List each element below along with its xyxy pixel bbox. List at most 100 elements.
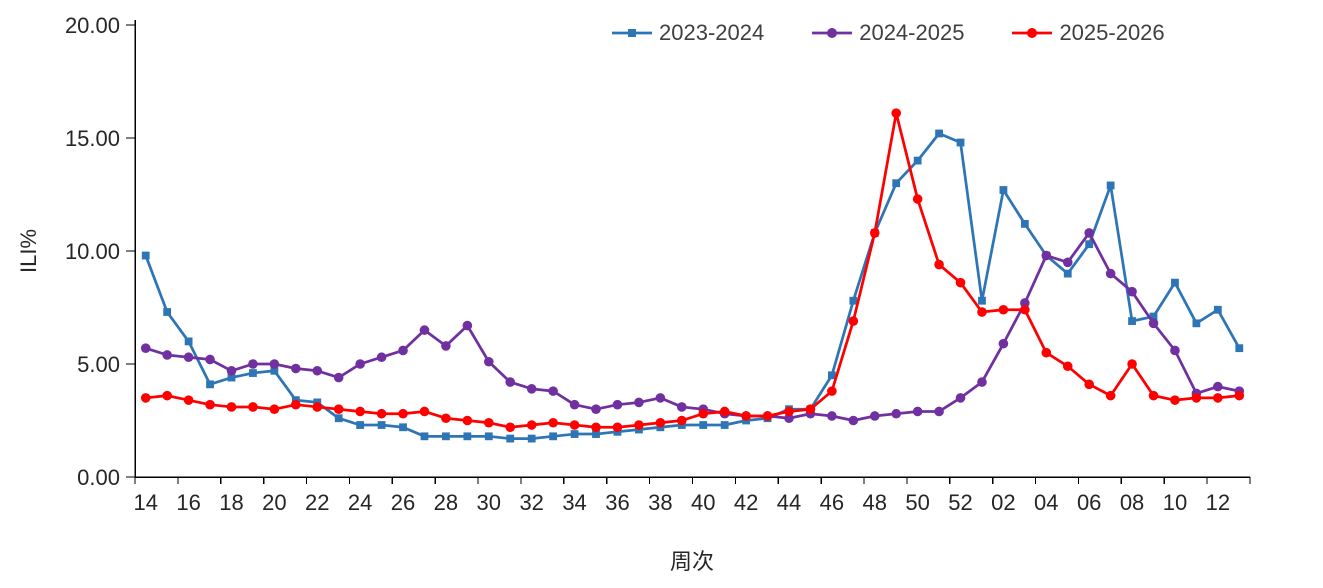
data-point-marker bbox=[248, 402, 258, 412]
legend-item-2024-2025: 2024-2025 bbox=[812, 20, 964, 46]
y-tick-label: 20.00 bbox=[65, 13, 120, 38]
data-point-marker bbox=[784, 413, 794, 424]
data-point-marker bbox=[720, 421, 729, 429]
data-point-marker bbox=[1062, 361, 1073, 372]
data-point-marker bbox=[141, 251, 150, 260]
data-point-marker bbox=[462, 320, 473, 331]
data-point-marker bbox=[1085, 240, 1094, 249]
x-tick-label: 38 bbox=[648, 490, 672, 515]
data-point-marker bbox=[419, 406, 430, 417]
x-tick-label: 50 bbox=[905, 490, 929, 515]
x-tick-label: 30 bbox=[477, 490, 501, 515]
data-point-marker bbox=[1170, 395, 1180, 405]
data-point-marker bbox=[912, 194, 923, 204]
data-point-marker bbox=[805, 404, 816, 415]
data-point-marker bbox=[1105, 268, 1116, 279]
x-tick-label: 42 bbox=[734, 490, 758, 515]
x-tick-label: 24 bbox=[348, 490, 372, 515]
data-point-marker bbox=[569, 399, 580, 410]
data-point-marker bbox=[291, 399, 301, 410]
data-point-marker bbox=[1148, 390, 1159, 401]
data-point-marker bbox=[184, 337, 193, 346]
data-point-marker bbox=[570, 430, 579, 438]
y-tick-label: 0.00 bbox=[77, 465, 120, 490]
data-point-marker bbox=[827, 371, 836, 380]
data-point-marker bbox=[226, 402, 237, 412]
data-point-marker bbox=[934, 406, 944, 417]
x-tick-label: 12 bbox=[1206, 490, 1230, 515]
data-point-marker bbox=[913, 156, 922, 165]
data-point-marker bbox=[483, 417, 494, 428]
data-point-marker bbox=[548, 417, 558, 428]
data-point-marker bbox=[419, 325, 430, 335]
data-point-marker bbox=[183, 352, 194, 363]
data-point-marker bbox=[549, 432, 558, 441]
data-point-marker bbox=[227, 373, 236, 382]
x-tick-label: 02 bbox=[991, 490, 1015, 515]
data-point-marker bbox=[376, 352, 387, 363]
data-point-marker bbox=[527, 434, 536, 443]
x-tick-label: 46 bbox=[820, 490, 844, 515]
data-point-marker bbox=[741, 411, 751, 421]
data-point-marker bbox=[676, 415, 687, 426]
data-point-marker bbox=[333, 404, 344, 415]
x-tick-label: 22 bbox=[305, 490, 329, 515]
x-tick-label: 14 bbox=[133, 490, 157, 515]
data-point-marker bbox=[140, 343, 151, 353]
data-point-marker bbox=[977, 377, 987, 387]
data-point-marker bbox=[1235, 344, 1244, 353]
x-axis-title: 周次 bbox=[669, 549, 714, 574]
data-point-marker bbox=[334, 414, 343, 423]
data-point-marker bbox=[270, 366, 279, 375]
data-point-marker bbox=[355, 406, 365, 417]
legend-label: 2025-2026 bbox=[1059, 20, 1165, 45]
data-point-marker bbox=[762, 411, 773, 421]
data-point-marker bbox=[827, 411, 837, 421]
data-point-marker bbox=[333, 372, 344, 383]
data-point-marker bbox=[249, 369, 257, 377]
data-point-marker bbox=[441, 413, 451, 424]
data-point-marker bbox=[441, 341, 451, 351]
legend-square-marker-icon bbox=[612, 29, 652, 37]
data-point-marker bbox=[935, 129, 943, 138]
data-point-marker bbox=[291, 363, 301, 374]
x-tick-label: 08 bbox=[1120, 490, 1144, 515]
data-point-marker bbox=[398, 345, 408, 356]
data-point-marker bbox=[1148, 318, 1159, 329]
x-tick-label: 06 bbox=[1077, 490, 1101, 515]
data-point-marker bbox=[1170, 345, 1180, 356]
y-tick-label: 15.00 bbox=[65, 126, 120, 151]
legend-item-2025-2026: 2025-2026 bbox=[1012, 20, 1165, 46]
data-point-marker bbox=[1063, 269, 1072, 278]
y-tick-label: 10.00 bbox=[65, 239, 120, 264]
data-point-marker bbox=[978, 296, 986, 305]
y-axis-title: ILI% bbox=[16, 228, 41, 274]
data-point-marker bbox=[869, 411, 880, 421]
data-point-marker bbox=[676, 402, 687, 412]
data-point-marker bbox=[655, 393, 666, 403]
data-point-marker bbox=[206, 380, 214, 389]
data-point-marker bbox=[462, 415, 473, 426]
data-point-marker bbox=[505, 377, 516, 387]
x-tick-label: 10 bbox=[1163, 490, 1187, 515]
data-point-marker bbox=[442, 432, 450, 441]
x-tick-label: 04 bbox=[1034, 490, 1058, 515]
data-point-marker bbox=[569, 420, 580, 430]
y-tick-label: 5.00 bbox=[77, 352, 120, 377]
data-point-marker bbox=[205, 399, 215, 410]
data-point-marker bbox=[140, 393, 151, 403]
data-point-marker bbox=[1105, 390, 1116, 401]
data-point-marker bbox=[912, 406, 923, 417]
data-point-marker bbox=[634, 420, 644, 430]
data-point-marker bbox=[526, 420, 537, 430]
data-point-marker bbox=[848, 316, 859, 326]
data-point-marker bbox=[376, 408, 387, 419]
data-point-marker bbox=[634, 397, 644, 408]
legend-label: 2024-2025 bbox=[859, 20, 965, 45]
data-point-marker bbox=[934, 259, 944, 270]
data-point-marker bbox=[1213, 305, 1222, 314]
data-point-marker bbox=[1084, 379, 1094, 390]
data-point-marker bbox=[848, 415, 859, 426]
data-point-marker bbox=[998, 304, 1009, 315]
x-tick-label: 34 bbox=[562, 490, 586, 515]
